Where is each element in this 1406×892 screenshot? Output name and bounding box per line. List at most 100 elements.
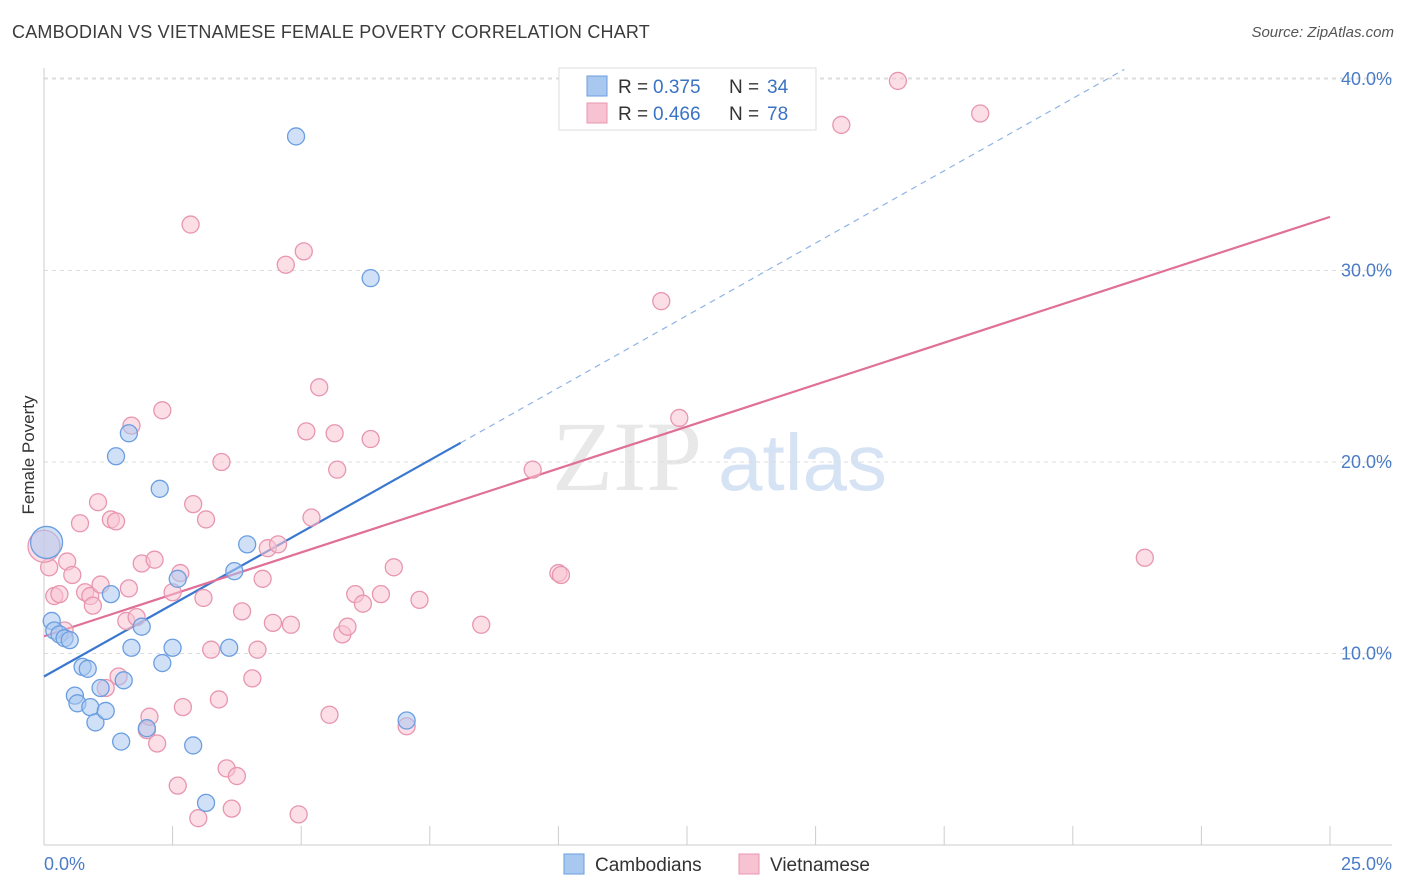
bottom-legend-vietnamese: Vietnamese [770, 855, 870, 876]
cambodian-point [196, 793, 216, 813]
watermark-atlas: atlas [718, 418, 887, 507]
legend-r-label-1: R = [618, 104, 648, 125]
vietnamese-point [302, 508, 321, 527]
cambodian-point [153, 653, 172, 673]
x-tick-label: 0.0% [44, 854, 85, 874]
bottom-legend: Cambodians Vietnamese [563, 853, 870, 876]
vietnamese-point [320, 705, 339, 724]
x-tick-label: 25.0% [1341, 854, 1392, 874]
axes: 10.0% 20.0% 30.0% 40.0% 0.0% 25.0% [43, 68, 1392, 874]
vietnamese-point [88, 493, 108, 512]
legend-n-value-0: 34 [767, 77, 789, 98]
vietnamese-point [670, 408, 689, 428]
legend: R = 0.375 N = 34 R = 0.466 N = 78 [558, 67, 817, 131]
vietnamese-point [119, 579, 139, 598]
vietnamese-point [371, 584, 391, 604]
vietnamese-point [202, 640, 221, 659]
vietnamese-point [361, 429, 380, 449]
cambodian-point [114, 671, 133, 690]
cambodian-point [184, 736, 203, 755]
vietnamese-point [253, 569, 272, 588]
y-tick-label: 10.0% [1341, 644, 1392, 664]
cambodian-point [112, 732, 131, 751]
vietnamese-point [70, 514, 90, 533]
vietnamese-point [384, 558, 403, 577]
y-tick-label: 20.0% [1341, 452, 1392, 472]
cambodian-point [101, 584, 121, 604]
cambodian-point [397, 711, 416, 730]
cambodian-point [60, 630, 79, 650]
cambodian-point [86, 713, 105, 732]
vietnamese-point [263, 613, 283, 633]
cambodian-point [132, 617, 151, 636]
vietnamese-point [971, 104, 990, 123]
cambodian-point [91, 678, 110, 698]
vietnamese-point [353, 594, 373, 613]
vietnamese-point [276, 255, 295, 274]
bottom-legend-cambodians: Cambodians [595, 855, 702, 876]
watermark: ZIP atlas [552, 401, 887, 512]
vietnamese-point [289, 805, 308, 824]
vietnamese-point [83, 596, 103, 615]
vietnamese-point [551, 565, 571, 585]
vietnamese-point [181, 215, 200, 234]
cambodian-point [361, 269, 380, 288]
cambodian-point [168, 569, 187, 588]
legend-swatch-cambodians [586, 75, 608, 97]
vietnamese-point [106, 512, 126, 531]
vietnamese-point [168, 776, 187, 795]
vietnamese-point [1135, 548, 1154, 567]
vietnamese-point [232, 602, 252, 621]
vietnamese-point [209, 690, 229, 709]
vietnamese-point [243, 669, 262, 688]
legend-n-value-1: 78 [767, 104, 788, 125]
cambodian-point [96, 701, 115, 721]
vietnamese-point [310, 378, 329, 397]
vietnamese-point [222, 799, 241, 818]
vietnamese-point [410, 590, 429, 610]
cambodian-point [81, 697, 100, 717]
legend-n-label-1: N = [729, 104, 759, 125]
vietnamese-point [196, 510, 216, 529]
cambodian-point [225, 562, 244, 581]
vietnamese-point [325, 424, 344, 443]
y-tick-label: 40.0% [1341, 69, 1392, 89]
vietnamese-point [268, 535, 288, 554]
vietnamese-point [652, 291, 671, 311]
vietnamese-point [281, 615, 301, 634]
vietnamese-point [189, 809, 208, 828]
vietnamese-point [294, 242, 313, 261]
cambodian-point [163, 638, 182, 657]
cambodian-point [78, 659, 97, 678]
y-tick-label: 30.0% [1341, 261, 1392, 281]
y-axis-label: Female Poverty [19, 395, 38, 515]
trend-line-solid [43, 441, 462, 678]
vietnamese-point [888, 71, 908, 91]
legend-swatch-vietnamese [586, 102, 608, 124]
vietnamese-point [212, 452, 231, 472]
vietnamese-point [297, 422, 316, 441]
vietnamese-point [523, 460, 542, 479]
vietnamese-point [153, 401, 172, 420]
cambodian-point [106, 447, 126, 466]
legend-r-value-0: 0.375 [653, 77, 701, 98]
vietnamese-point [472, 615, 491, 634]
bottom-legend-swatch-vietnamese [738, 853, 760, 875]
vietnamese-point [173, 697, 193, 717]
legend-r-label-0: R = [618, 77, 648, 98]
vietnamese-point [832, 115, 851, 135]
bottom-legend-swatch-cambodians [563, 853, 585, 875]
chart-title: CAMBODIAN VS VIETNAMESE FEMALE POVERTY C… [12, 22, 650, 42]
legend-n-label-0: N = [729, 77, 759, 98]
grid [44, 77, 1392, 654]
vietnamese-point [227, 766, 247, 786]
source-label: Source: ZipAtlas.com [1251, 24, 1394, 41]
trend-line-dashed [460, 68, 1125, 444]
cambodian-point [119, 424, 139, 443]
legend-r-value-1: 0.466 [653, 104, 701, 125]
trend-lines [43, 68, 1331, 678]
vietnamese-point [63, 565, 82, 585]
cambodian-point [220, 638, 239, 657]
vietnamese-point [328, 460, 347, 479]
